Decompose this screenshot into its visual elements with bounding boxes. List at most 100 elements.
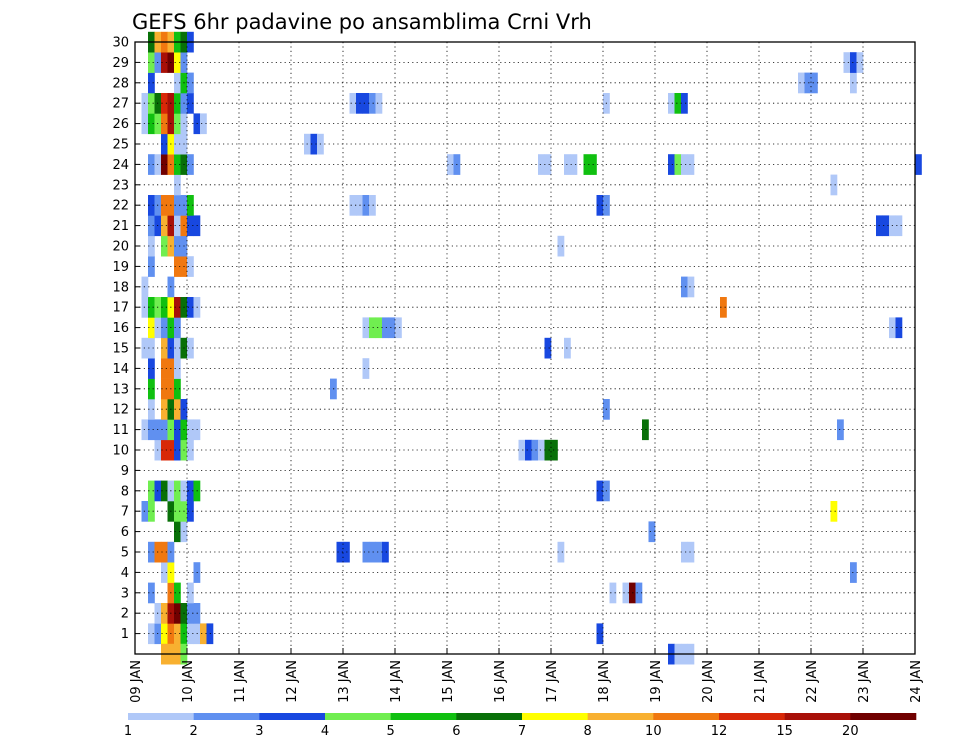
heatmap-cell <box>161 480 168 502</box>
heatmap-cell <box>187 195 194 216</box>
colorbar-tick-label: 3 <box>255 724 263 739</box>
colorbar-swatch <box>390 713 457 720</box>
heatmap-cell <box>161 337 168 359</box>
heatmap-cell <box>161 133 168 155</box>
heatmap-cell <box>174 419 181 441</box>
colorbar-swatch <box>719 713 785 720</box>
heatmap-cell <box>148 297 155 318</box>
colorbar-tick-label: 8 <box>584 724 592 739</box>
y-tick-label: 9 <box>121 464 129 479</box>
heatmap-cell <box>148 399 155 420</box>
heatmap-cell <box>174 93 181 114</box>
heatmap-cell <box>811 72 818 94</box>
y-tick-label: 8 <box>121 484 129 499</box>
heatmap-cell <box>648 521 656 543</box>
heatmap-cell <box>544 337 552 359</box>
y-tick-label: 17 <box>112 301 129 316</box>
y-tick-label: 7 <box>121 505 129 520</box>
heatmap-cell <box>148 317 155 339</box>
x-tick-label: 20 JAN <box>701 660 716 703</box>
y-tick-label: 26 <box>112 117 129 132</box>
x-tick-label: 22 JAN <box>805 660 820 703</box>
y-tick-label: 25 <box>112 138 129 153</box>
heatmap-cell <box>681 541 688 563</box>
heatmap-cell <box>174 154 181 175</box>
heatmap-cell <box>148 582 155 604</box>
heatmap-cell <box>161 419 168 441</box>
heatmap-cell <box>148 623 155 645</box>
heatmap-cell <box>148 337 155 359</box>
heatmap-cell <box>635 582 643 604</box>
colorbar-swatch <box>128 713 194 720</box>
plot-frame <box>134 41 916 655</box>
heatmap-cell <box>187 72 194 94</box>
heatmap-cell <box>557 235 565 257</box>
x-tick-label: 12 JAN <box>285 660 300 703</box>
heatmap-cell <box>161 439 168 461</box>
heatmap-cell <box>174 623 181 645</box>
heatmap-cell <box>310 133 318 155</box>
heatmap-cell <box>161 215 168 237</box>
heatmap-cell <box>174 501 181 522</box>
heatmap-cell <box>382 317 389 339</box>
heatmap-cell <box>895 215 903 237</box>
heatmap-cell <box>174 399 181 420</box>
y-tick-label: 23 <box>112 178 129 193</box>
heatmap-cell <box>148 52 155 73</box>
heatmap-cell <box>362 93 370 114</box>
heatmap-cell <box>674 154 682 175</box>
colorbar-swatch <box>784 713 851 720</box>
colorbar-swatch <box>193 713 260 720</box>
heatmap-cell <box>720 297 727 318</box>
heatmap-cell <box>174 52 181 73</box>
colorbar-tick-label: 2 <box>190 724 198 739</box>
heatmap-cell <box>687 541 695 563</box>
heatmap-cell <box>557 541 565 563</box>
heatmap-cell <box>830 501 838 522</box>
heatmap-cell <box>362 195 370 216</box>
heatmap-cell <box>362 317 370 339</box>
y-tick-label: 3 <box>121 586 129 601</box>
heatmap-cell <box>174 582 181 604</box>
colorbar-swatch <box>456 713 523 720</box>
chart-title: GEFS 6hr padavine po ansamblima Crni Vrh <box>132 10 592 34</box>
y-axis: 1234567891011121314151617181920212223242… <box>112 36 140 642</box>
colorbar-tick-label: 20 <box>842 724 859 739</box>
heatmap-cell <box>447 154 454 175</box>
heatmap-cell <box>596 195 604 216</box>
heatmap-cell <box>148 378 155 400</box>
heatmap-cell <box>148 541 155 563</box>
heatmap-cell <box>174 378 181 400</box>
x-tick-label: 15 JAN <box>441 660 456 703</box>
heatmap-cell <box>148 93 155 114</box>
heatmap-cell <box>356 195 363 216</box>
heatmap-cell <box>148 256 155 277</box>
heatmap-cell <box>174 480 181 502</box>
heatmap-cell <box>369 317 376 339</box>
colorbar-tick-label: 7 <box>518 724 526 739</box>
heatmap-cell <box>148 113 155 135</box>
y-tick-label: 20 <box>112 240 129 255</box>
heatmap-cell <box>174 113 181 135</box>
heatmap-cell <box>174 521 181 543</box>
heatmap-cell <box>148 501 155 522</box>
x-tick-label: 09 JAN <box>129 660 144 703</box>
y-tick-label: 14 <box>112 362 129 377</box>
colorbar-swatch <box>259 713 326 720</box>
heatmap-cell <box>174 133 181 155</box>
heatmap-cell <box>531 439 539 461</box>
heatmap-cell <box>375 317 383 339</box>
colorbar-swatch <box>325 713 391 720</box>
y-tick-label: 6 <box>121 525 129 540</box>
heatmap-cell <box>551 439 558 461</box>
heatmap-cell <box>187 256 194 277</box>
heatmap-cell <box>804 72 812 94</box>
heatmap-cell <box>681 154 688 175</box>
heatmap-cell <box>161 93 168 114</box>
heatmap-cell <box>356 93 363 114</box>
heatmap-cell <box>609 582 617 604</box>
heatmap-cell <box>382 541 389 563</box>
heatmap-cell <box>174 72 181 94</box>
y-tick-label: 16 <box>112 321 129 336</box>
